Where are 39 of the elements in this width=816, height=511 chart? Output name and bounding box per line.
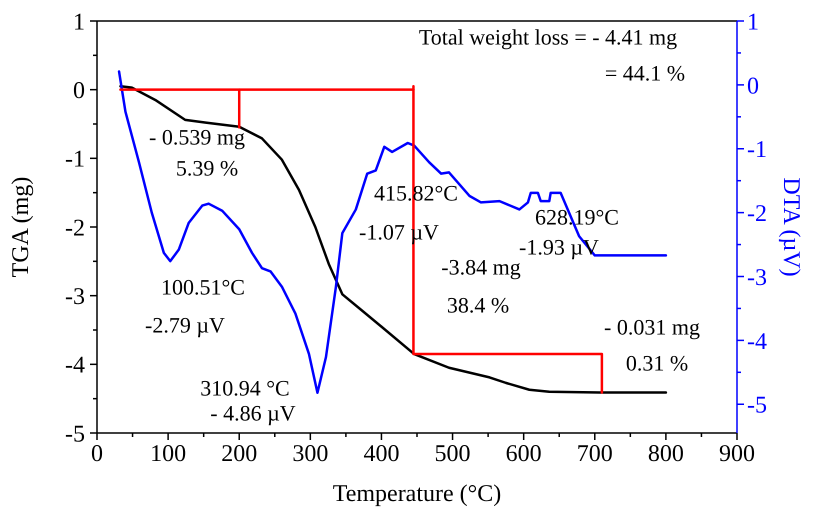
x-tick-label: 700 xyxy=(576,441,613,467)
x-tick-label: 0 xyxy=(91,441,103,467)
annotation: -2.79 µV xyxy=(145,312,226,338)
y-tick-label: -2 xyxy=(65,215,85,242)
y2-axis-title: DTA (µV) xyxy=(778,177,804,277)
annotation: - 0.539 mg xyxy=(149,124,245,150)
y-tick-label: -4 xyxy=(65,352,85,379)
annotation: - 4.86 µV xyxy=(210,400,296,426)
annotation: -3.84 mg xyxy=(441,254,521,280)
x-tick-label: 300 xyxy=(292,441,328,467)
y2-tick-label: -3 xyxy=(747,264,767,291)
annotation: Total weight loss = - 4.41 mg xyxy=(418,24,678,50)
x-tick-label: 600 xyxy=(506,441,542,467)
x-axis-title: Temperature (°C) xyxy=(332,481,502,507)
x-tick-label: 400 xyxy=(363,441,400,467)
y-tick-label: 1 xyxy=(73,9,85,36)
x-tick-label: 900 xyxy=(719,441,755,467)
x-tick-label: 100 xyxy=(150,441,186,467)
y2-tick-label: -5 xyxy=(747,392,767,419)
annotation: 38.4 % xyxy=(446,292,510,318)
annotation: 100.51°C xyxy=(161,274,245,300)
y-tick-label: -3 xyxy=(65,284,85,310)
annotation: - 0.031 mg xyxy=(604,314,700,340)
x-tick-label: 500 xyxy=(434,441,471,467)
x-tick-label: 200 xyxy=(221,441,258,467)
y2-tick-label: -4 xyxy=(747,328,767,355)
y-axis-title: TGA (mg) xyxy=(8,176,34,278)
y-tick-label: -1 xyxy=(65,146,85,173)
annotation: 5.39 % xyxy=(176,156,238,181)
y2-tick-label: 1 xyxy=(747,9,759,36)
x-tick-label: 800 xyxy=(648,441,684,467)
y-tick-label: 0 xyxy=(73,78,85,104)
annotation: 0.31 % xyxy=(626,350,688,376)
y2-tick-label: -1 xyxy=(747,137,767,164)
annotation: = 44.1 % xyxy=(604,60,686,86)
y2-tick-label: -2 xyxy=(747,201,767,228)
y-tick-label: -5 xyxy=(65,421,85,448)
y2-tick-label: 0 xyxy=(747,73,759,100)
annotation: 310.94 °C xyxy=(200,376,290,401)
